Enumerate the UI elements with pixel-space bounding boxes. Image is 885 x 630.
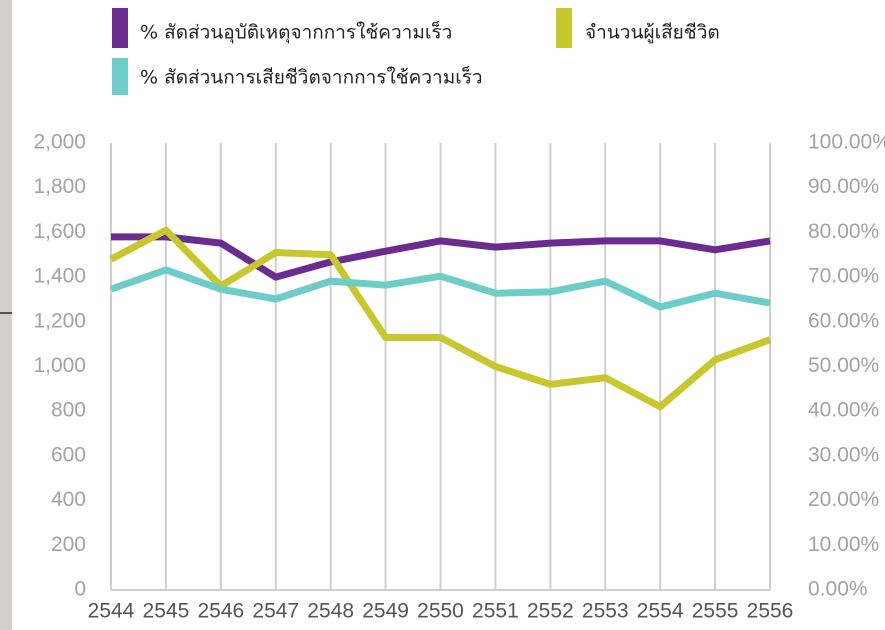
y-tick-label: 1,200 [33, 309, 86, 332]
x-tick-label: 2546 [197, 600, 244, 623]
x-tick-label: 2544 [88, 600, 135, 623]
x-tick-label: 2552 [527, 600, 574, 623]
series-line [111, 233, 771, 281]
legend-swatch [112, 8, 128, 48]
y-tick-label: 600 [51, 443, 86, 466]
y2-tick-label: 30.00% [808, 443, 879, 466]
y-tick-label: 0 [74, 578, 86, 601]
y-tick-label: 1,800 [33, 175, 86, 198]
x-tick-label: 2553 [582, 600, 629, 623]
x-tick-label: 2545 [143, 600, 190, 623]
y-tick-label: 1,600 [33, 220, 86, 243]
x-tick-label: 2548 [307, 600, 354, 623]
x-tick-label: 2554 [637, 600, 684, 623]
y-tick-label: 200 [51, 533, 86, 556]
side-strip [0, 0, 12, 630]
y2-tick-label: 70.00% [808, 265, 879, 288]
y2-tick-label: 50.00% [808, 354, 879, 377]
y-tick-label: 1,000 [33, 354, 86, 377]
legend-label: % สัดส่วนอุบัติเหตุจากการใช้ความเร็ว [140, 20, 452, 45]
y-tick-label: 1,400 [33, 265, 86, 288]
legend-swatch [556, 8, 572, 48]
y2-tick-label: 40.00% [808, 399, 879, 422]
y2-tick-label: 60.00% [808, 309, 879, 332]
legend-label: % สัดส่วนการเสียชีวิตจากการใช้ความเร็ว [140, 65, 483, 89]
legend-label: จำนวนผู้เสียชีวิต [585, 22, 720, 44]
x-tick-label: 2555 [692, 600, 739, 623]
y-tick-label: 800 [51, 399, 86, 422]
y2-tick-label: 20.00% [808, 488, 879, 511]
y2-tick-label: 0.00% [808, 578, 868, 601]
y2-tick-label: 80.00% [808, 220, 879, 243]
y-tick-label: 400 [51, 488, 86, 511]
y2-tick-label: 10.00% [808, 533, 879, 556]
x-tick-label: 2549 [362, 600, 409, 623]
x-tick-label: 2550 [417, 600, 464, 623]
x-tick-label: 2556 [747, 600, 794, 623]
x-tick-label: 2547 [252, 600, 299, 623]
x-tick-label: 2551 [472, 600, 519, 623]
y-tick-label: 2,000 [33, 131, 86, 154]
y2-tick-label: 90.00% [808, 175, 879, 198]
series-line [109, 266, 771, 311]
legend-swatch [112, 58, 128, 95]
y2-tick-label: 100.00% [808, 131, 885, 154]
